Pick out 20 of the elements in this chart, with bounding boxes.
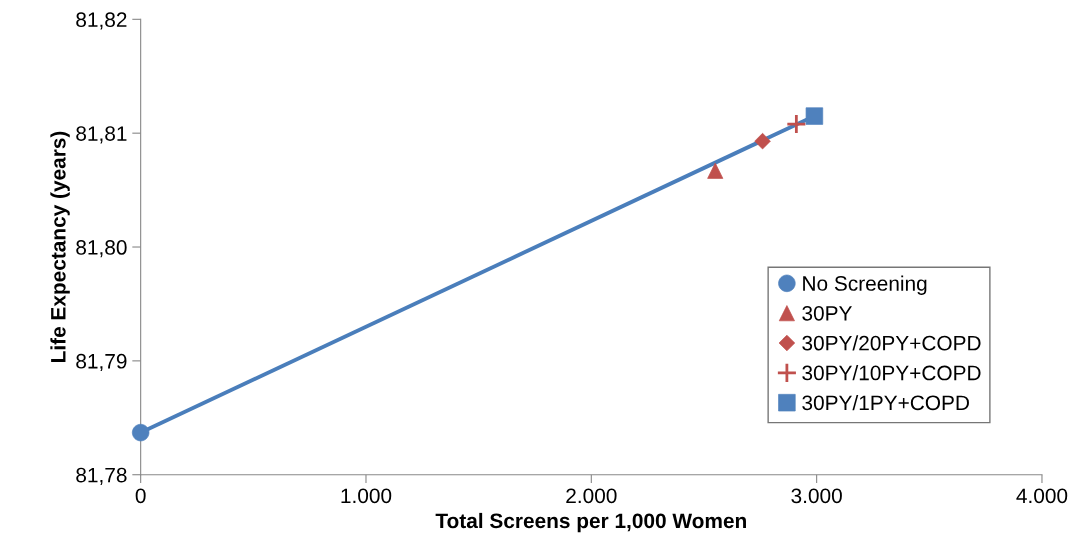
- x-tick-label: 4.000: [1016, 488, 1068, 504]
- x-tick-label: 1.000: [341, 488, 392, 504]
- legend-label: 30PY: [802, 305, 852, 321]
- y-tick-label: 81,81: [76, 126, 127, 144]
- y-tick-label: 81,80: [76, 240, 127, 258]
- point: [805, 107, 824, 125]
- point: [785, 113, 807, 135]
- legend-label: 30PY/1PY+COPD: [802, 394, 969, 411]
- legend-label: No Screening: [803, 275, 927, 295]
- legend-label: 30PY/10PY+COPD: [802, 365, 981, 381]
- y-tick-label: 81,82: [76, 12, 127, 30]
- x-tick-label: 0: [135, 488, 146, 504]
- y-tick-label: 81,79: [76, 353, 127, 372]
- y-axis-title: Life Expectancy (years): [50, 131, 70, 362]
- y-tick-label: 81,78: [76, 467, 127, 485]
- x-tick-label: 2.000: [566, 488, 617, 504]
- x-axis-title: Total Screens per 1,000 Women: [435, 512, 746, 533]
- point: [754, 132, 771, 150]
- x-tick-label: 3.000: [791, 488, 842, 504]
- legend-label: 30PY/20PY+COPD: [802, 335, 981, 351]
